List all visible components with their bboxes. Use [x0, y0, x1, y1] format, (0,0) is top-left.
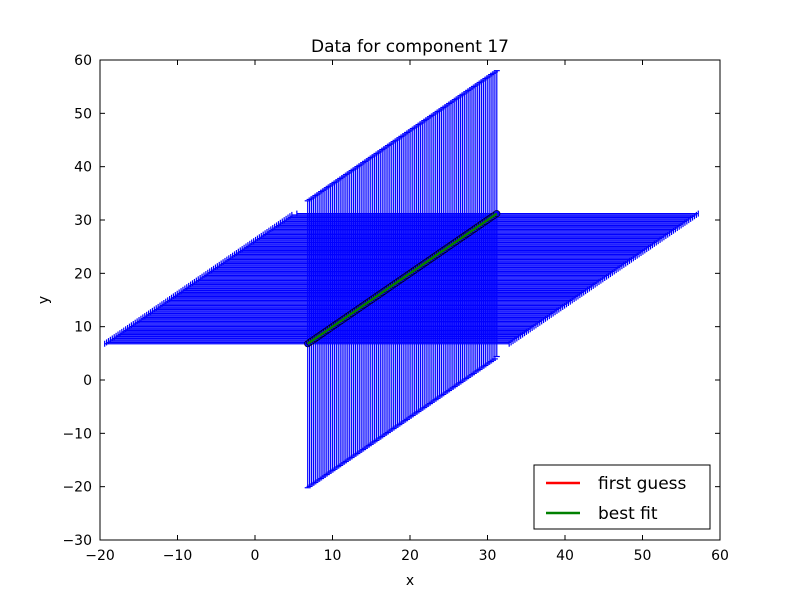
- y-tick-label: 10: [74, 320, 92, 336]
- x-tick-label: −20: [85, 548, 115, 564]
- legend-label: first guess: [598, 474, 687, 494]
- y-tick-label: 0: [83, 373, 92, 389]
- y-tick-label: −30: [62, 533, 92, 549]
- y-axis-label: y: [36, 296, 52, 304]
- x-tick-label: −10: [163, 548, 193, 564]
- x-tick-label: 20: [401, 548, 419, 564]
- axis-ticks: −20 −10 0 10 20 30 40 50 60−30−20−10010203040506…: [62, 53, 728, 564]
- x-tick-label: 30: [479, 548, 497, 564]
- legend-label: best fit: [598, 504, 658, 524]
- y-tick-label: 40: [74, 160, 92, 176]
- best-fit-line: [306, 212, 498, 345]
- x-tick-label: 50: [634, 548, 652, 564]
- y-tick-label: 50: [74, 106, 92, 122]
- plot-area: [104, 70, 699, 489]
- y-tick-label: 60: [74, 53, 92, 69]
- x-tick-label: 40: [556, 548, 574, 564]
- chart-title: Data for component 17: [311, 37, 509, 57]
- x-tick-label: 60: [711, 548, 729, 564]
- x-tick-label: 0: [251, 548, 260, 564]
- y-tick-label: −20: [62, 480, 92, 496]
- legend-box: [533, 464, 711, 530]
- legend: first guess best fit: [533, 464, 711, 530]
- x-axis-label: x: [406, 573, 414, 589]
- y-tick-label: 30: [74, 213, 92, 229]
- y-tick-label: −10: [62, 426, 92, 442]
- x-tick-label: 10: [324, 548, 342, 564]
- y-tick-label: 20: [74, 266, 92, 282]
